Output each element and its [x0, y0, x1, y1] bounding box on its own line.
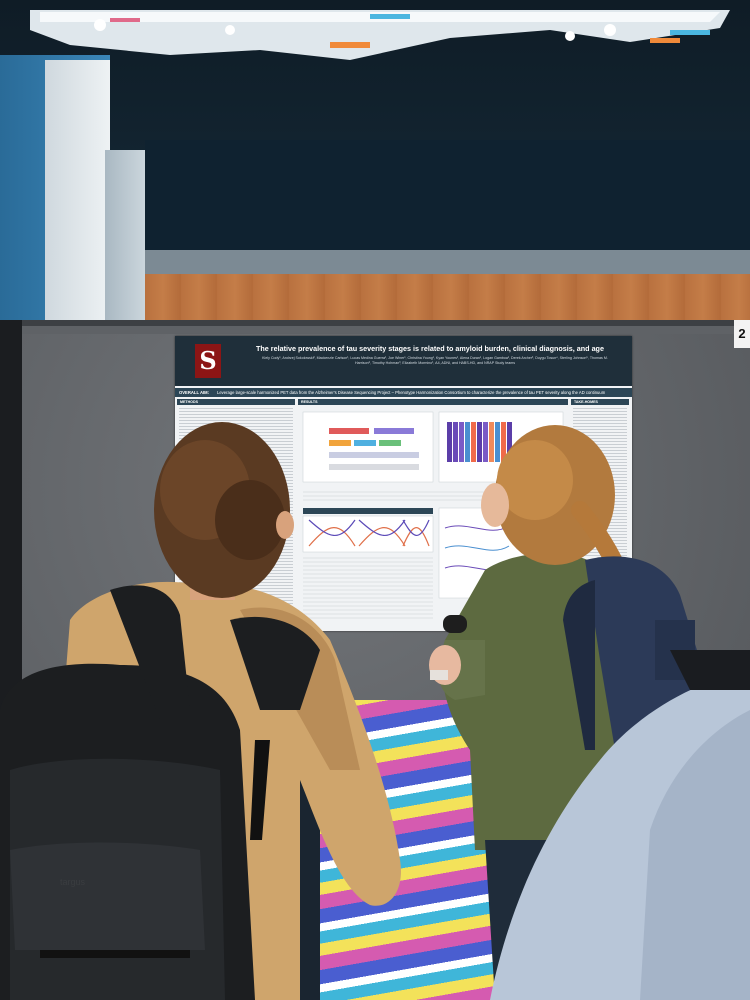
methods-heading: METHODS	[177, 399, 295, 405]
stanford-logo: S	[195, 344, 221, 378]
board-edge	[0, 320, 22, 740]
results-heading: RESULTS	[298, 399, 568, 405]
stage-backdrop	[145, 140, 750, 252]
board-number: 2	[734, 320, 750, 348]
overview-label: OVERALL AIM:	[179, 390, 210, 395]
svg-text:targus: targus	[60, 877, 86, 887]
take-homes-heading: TAKE-HOMES	[571, 399, 629, 405]
foreground-person	[490, 650, 750, 1000]
poster-authors: Kiely Cody¹, Andrzej Sokolowski², Macken…	[262, 356, 608, 365]
ceiling-lights	[30, 10, 730, 60]
overview-text: Leverage large-scale harmonized PET data…	[217, 390, 606, 395]
pillar	[45, 60, 110, 322]
poster-header	[175, 336, 632, 386]
poster-title: The relative prevalence of tau severity …	[256, 344, 604, 353]
stage-band	[145, 250, 750, 276]
wood-stage-front	[145, 274, 750, 324]
overview-bar	[175, 388, 632, 397]
man-with-backpack: targus	[0, 422, 401, 1000]
